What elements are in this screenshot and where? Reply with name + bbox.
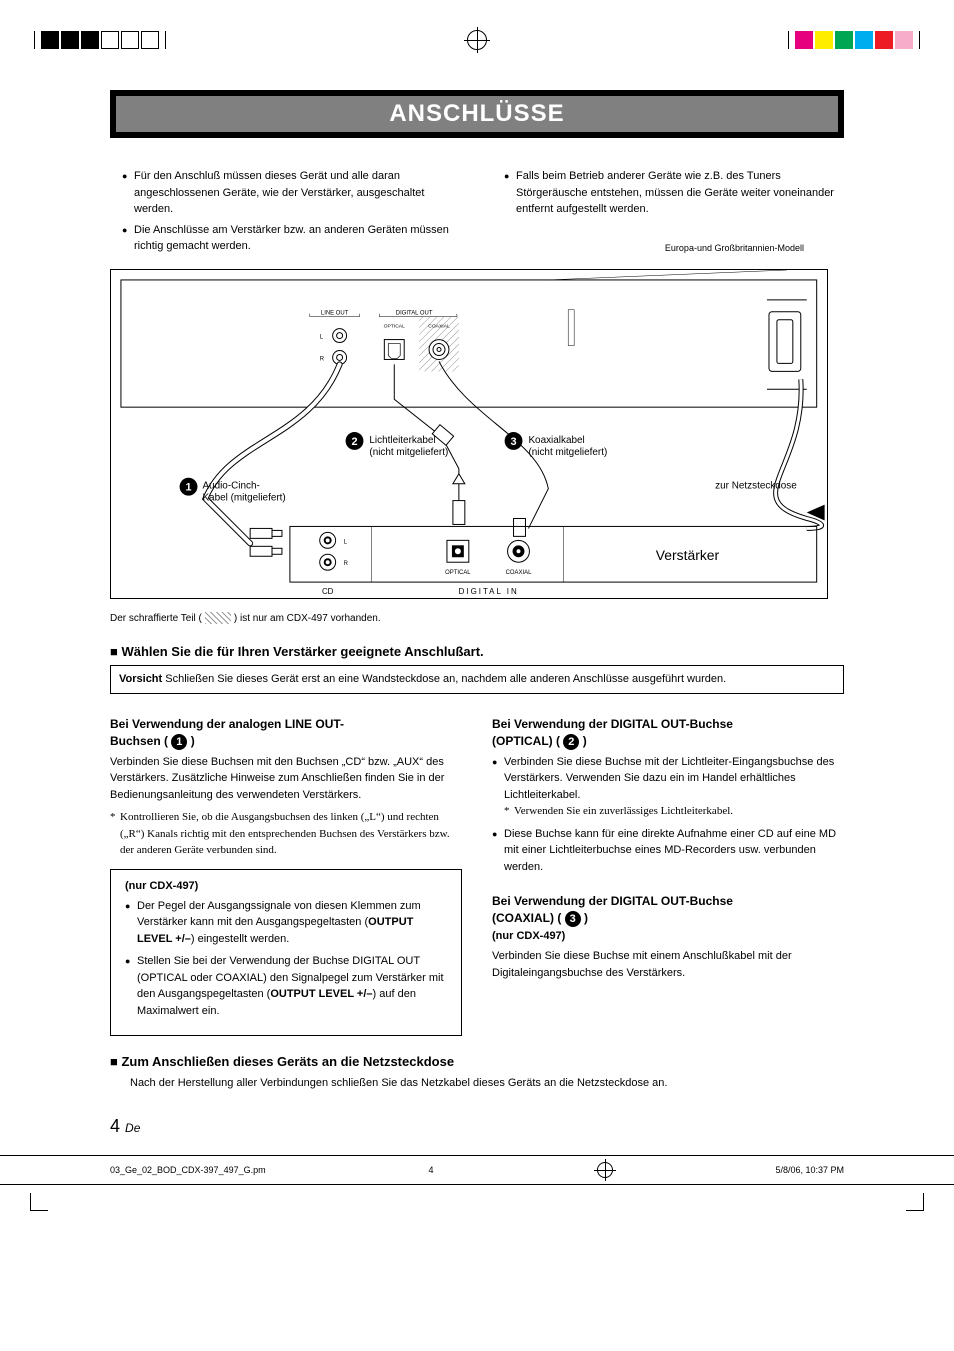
caution-label: Vorsicht xyxy=(119,673,162,685)
section-heading-1: Wählen Sie die für Ihren Verstärker geei… xyxy=(110,644,844,659)
svg-text:L: L xyxy=(344,539,348,545)
sub-heading-coaxial: Bei Verwendung der DIGITAL OUT-Buchse (C… xyxy=(492,893,844,944)
connection-diagram: LINE OUT DIGITAL OUT OPTICAL COAXIAL L R xyxy=(110,269,828,599)
intro-right-item: Falls beim Betrieb anderer Geräte wie z.… xyxy=(504,168,844,218)
svg-text:zur Netzsteckdose: zur Netzsteckdose xyxy=(715,480,797,491)
footer-file: 03_Ge_02_BOD_CDX-397_497_G.pm xyxy=(110,1165,266,1175)
svg-text:Verstärker: Verstärker xyxy=(656,547,720,563)
svg-text:OPTICAL: OPTICAL xyxy=(445,570,471,576)
intro-left-item: Für den Anschluß müssen dieses Gerät und… xyxy=(122,168,462,218)
cdx497-item: Der Pegel der Ausgangssignale von diesen… xyxy=(125,898,447,948)
crop-marks-bottom xyxy=(0,1185,954,1211)
svg-text:1: 1 xyxy=(185,481,191,493)
page-title: ANSCHLÜSSE xyxy=(116,96,838,132)
title-bar: ANSCHLÜSSE xyxy=(110,90,844,138)
intro-left-item: Die Anschlüsse am Verstärker bzw. an and… xyxy=(122,222,462,255)
page-number: 4 De xyxy=(110,1116,844,1137)
svg-text:Audio-Cinch-: Audio-Cinch- xyxy=(202,480,259,491)
intro-right-list: Falls beim Betrieb anderer Geräte wie z.… xyxy=(492,168,844,218)
section-heading-2: Zum Anschließen dieses Geräts an die Net… xyxy=(110,1054,844,1069)
svg-text:L: L xyxy=(320,334,324,340)
body-columns: Bei Verwendung der analogen LINE OUT- Bu… xyxy=(110,706,844,1036)
optical-item: Verbinden Sie diese Buchse mit der Licht… xyxy=(492,754,844,820)
svg-text:(nicht mitgeliefert): (nicht mitgeliefert) xyxy=(369,446,448,457)
svg-text:R: R xyxy=(344,561,349,567)
cdx497-box-heading: (nur CDX-497) xyxy=(125,880,447,892)
caution-box: Vorsicht Schließen Sie dieses Gerät erst… xyxy=(110,665,844,694)
crop-left-group xyxy=(30,31,170,49)
analog-note: Kontrollieren Sie, ob die Ausgangsbuchse… xyxy=(110,809,462,859)
svg-text:Lichtleiterkabel: Lichtleiterkabel xyxy=(369,434,435,445)
num-circle-2-icon: 2 xyxy=(563,734,579,750)
optical-list: Verbinden Sie diese Buchse mit der Licht… xyxy=(492,754,844,876)
hatched-note: Der schraffierte Teil () ist nur am CDX-… xyxy=(110,612,844,626)
svg-text:CD: CD xyxy=(322,587,334,596)
svg-text:R: R xyxy=(320,356,325,362)
footer-page: 4 xyxy=(429,1165,434,1175)
analog-body: Verbinden Sie diese Buchsen mit den Buch… xyxy=(110,754,462,804)
svg-text:(nicht mitgeliefert): (nicht mitgeliefert) xyxy=(528,446,607,457)
svg-text:OPTICAL: OPTICAL xyxy=(384,323,405,329)
coaxial-body: Verbinden Sie diese Buchse mit einem Ans… xyxy=(492,948,844,981)
footer-bar: 03_Ge_02_BOD_CDX-397_497_G.pm 4 5/8/06, … xyxy=(0,1155,954,1185)
cdx497-box: (nur CDX-497) Der Pegel der Ausgangssign… xyxy=(110,869,462,1037)
sub-heading-optical: Bei Verwendung der DIGITAL OUT-Buchse (O… xyxy=(492,716,844,750)
num-circle-3-icon: 3 xyxy=(565,911,581,927)
svg-text:COAXIAL: COAXIAL xyxy=(428,323,450,329)
diagram-top-note: Europa-und Großbritannien-Modell xyxy=(665,243,804,253)
intro-left-list: Für den Anschluß müssen dieses Gerät und… xyxy=(110,168,462,255)
cdx497-item: Stellen Sie bei der Verwendung der Buchs… xyxy=(125,953,447,1019)
svg-text:DIGITAL IN: DIGITAL IN xyxy=(459,587,519,596)
svg-text:COAXIAL: COAXIAL xyxy=(506,570,532,576)
registration-mark-icon xyxy=(597,1162,613,1178)
crop-right-group xyxy=(784,31,924,49)
sub-heading-analog: Bei Verwendung der analogen LINE OUT- Bu… xyxy=(110,716,462,750)
hatched-sample-icon xyxy=(205,612,231,624)
svg-text:Kabel (mitgeliefert): Kabel (mitgeliefert) xyxy=(202,492,285,503)
power-body: Nach der Herstellung aller Verbindungen … xyxy=(110,1075,844,1092)
svg-text:LINE OUT: LINE OUT xyxy=(321,310,349,316)
svg-text:2: 2 xyxy=(351,435,357,447)
registration-mark-icon xyxy=(467,30,487,50)
svg-text:3: 3 xyxy=(511,435,517,447)
crop-marks-top xyxy=(0,30,954,50)
svg-text:Koaxialkabel: Koaxialkabel xyxy=(528,434,584,445)
footer-date: 5/8/06, 10:37 PM xyxy=(775,1165,844,1175)
caution-text: Schließen Sie dieses Gerät erst an eine … xyxy=(165,673,726,685)
svg-text:DIGITAL OUT: DIGITAL OUT xyxy=(396,310,433,316)
num-circle-1-icon: 1 xyxy=(171,734,187,750)
optical-item: Diese Buchse kann für eine direkte Aufna… xyxy=(492,826,844,876)
